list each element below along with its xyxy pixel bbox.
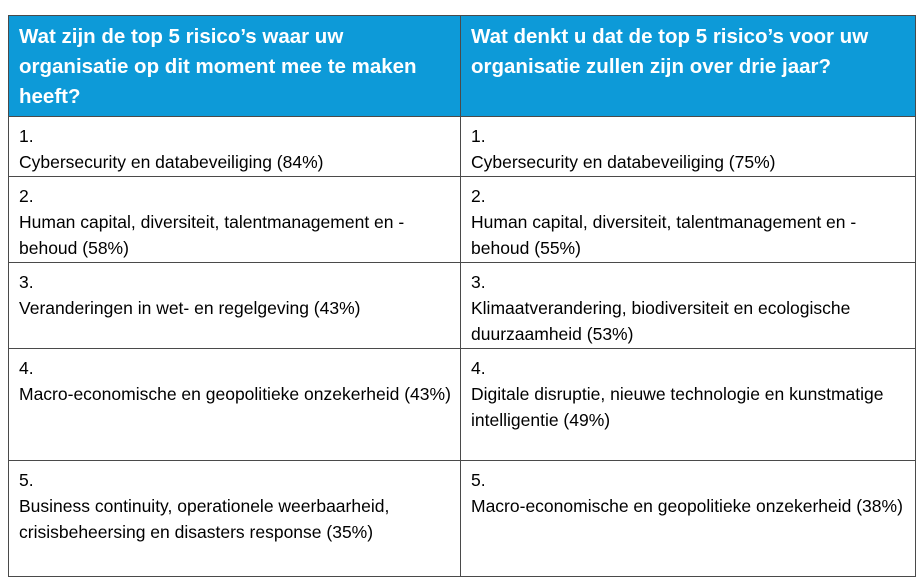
risk-text: Business continuity, operationele weerba… <box>19 496 390 542</box>
risk-text: Cybersecurity en databeveiliging (75%) <box>471 152 776 172</box>
table-row: 3. Veranderingen in wet- en regelgeving … <box>8 262 916 349</box>
header-row: Wat zijn de top 5 risico’s waar uw organ… <box>8 15 916 117</box>
header-current-risks: Wat zijn de top 5 risico’s waar uw organ… <box>8 15 461 117</box>
rank-number: 3. <box>471 272 486 292</box>
rank-number: 2. <box>19 186 34 206</box>
rank-number: 1. <box>471 126 486 146</box>
table-row: 5. Business continuity, operationele wee… <box>8 460 916 577</box>
table-header: Wat zijn de top 5 risico’s waar uw organ… <box>8 15 916 117</box>
risk-text: Klimaatverandering, biodiversiteit en ec… <box>471 298 851 344</box>
current-risk-cell: 2. Human capital, diversiteit, talentman… <box>8 176 461 263</box>
header-future-risks: Wat denkt u dat de top 5 risico’s voor u… <box>460 15 916 117</box>
table-row: 1. Cybersecurity en databeveiliging (84%… <box>8 116 916 177</box>
rank-number: 2. <box>471 186 486 206</box>
future-risk-cell: 5. Macro-economische en geopolitieke onz… <box>460 460 916 577</box>
risk-text: Cybersecurity en databeveiliging (84%) <box>19 152 324 172</box>
future-risk-cell: 2. Human capital, diversiteit, talentman… <box>460 176 916 263</box>
rank-number: 3. <box>19 272 34 292</box>
risk-text: Macro-economische en geopolitieke onzeke… <box>471 496 903 516</box>
risk-text: Human capital, diversiteit, talentmanage… <box>471 212 857 258</box>
rank-number: 4. <box>19 358 34 378</box>
risk-text: Human capital, diversiteit, talentmanage… <box>19 212 405 258</box>
table-body: 1. Cybersecurity en databeveiliging (84%… <box>8 116 916 577</box>
risk-text: Macro-economische en geopolitieke onzeke… <box>19 384 451 404</box>
rank-number: 1. <box>19 126 34 146</box>
future-risk-cell: 3. Klimaatverandering, biodiversiteit en… <box>460 262 916 349</box>
current-risk-cell: 1. Cybersecurity en databeveiliging (84%… <box>8 116 461 177</box>
rank-number: 4. <box>471 358 486 378</box>
table-row: 2. Human capital, diversiteit, talentman… <box>8 176 916 263</box>
future-risk-cell: 4. Digitale disruptie, nieuwe technologi… <box>460 348 916 461</box>
risk-text: Digitale disruptie, nieuwe technologie e… <box>471 384 884 430</box>
risk-comparison-table: Wat zijn de top 5 risico’s waar uw organ… <box>8 15 916 577</box>
future-risk-cell: 1. Cybersecurity en databeveiliging (75%… <box>460 116 916 177</box>
current-risk-cell: 3. Veranderingen in wet- en regelgeving … <box>8 262 461 349</box>
rank-number: 5. <box>19 470 34 490</box>
risk-text: Veranderingen in wet- en regelgeving (43… <box>19 298 361 318</box>
current-risk-cell: 4. Macro-economische en geopolitieke onz… <box>8 348 461 461</box>
current-risk-cell: 5. Business continuity, operationele wee… <box>8 460 461 577</box>
rank-number: 5. <box>471 470 486 490</box>
table-row: 4. Macro-economische en geopolitieke onz… <box>8 348 916 461</box>
